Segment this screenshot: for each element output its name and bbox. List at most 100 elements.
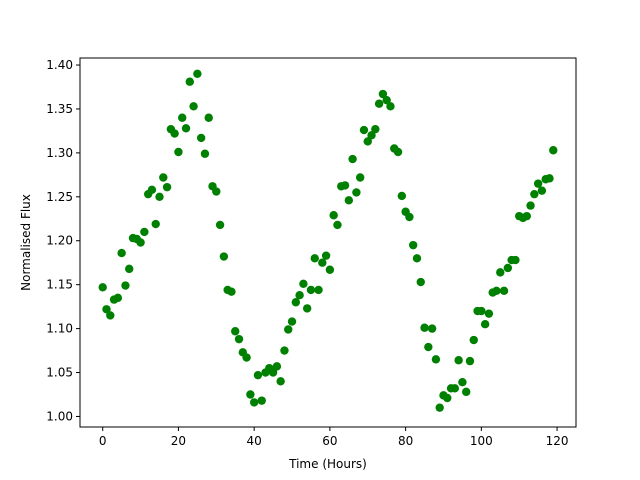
data-point: [170, 129, 179, 138]
data-point: [242, 353, 251, 362]
data-point: [219, 252, 229, 261]
data-point: [435, 403, 444, 412]
data-point: [352, 188, 361, 197]
data-point: [492, 286, 501, 296]
data-point: [280, 346, 289, 355]
data-point: [549, 146, 558, 155]
data-point: [412, 254, 422, 263]
data-point: [443, 393, 452, 403]
data-point: [196, 133, 206, 143]
data-point: [249, 398, 259, 407]
x-tick-label: 20: [171, 434, 186, 448]
data-point: [185, 77, 194, 86]
data-point: [284, 325, 293, 334]
y-tick-label: 1.35: [46, 102, 73, 116]
data-point: [181, 124, 191, 133]
data-point: [178, 113, 187, 122]
data-point: [106, 311, 115, 320]
data-point: [121, 281, 130, 290]
y-tick-label: 1.25: [46, 190, 73, 204]
data-point: [484, 309, 494, 318]
x-tick-label: 80: [398, 434, 413, 448]
data-point: [371, 124, 380, 134]
axis-ticks: 0 20 40 60 80 100 120 1.00 1.05 1.10 1.15 1.20 1.25 1…: [46, 58, 568, 448]
x-tick-label: 40: [247, 434, 262, 448]
data-point: [374, 99, 384, 108]
data-point: [302, 304, 312, 313]
data-point: [295, 291, 304, 300]
data-point: [147, 185, 157, 194]
data-point: [454, 356, 463, 365]
data-point: [231, 327, 240, 336]
data-point: [212, 187, 221, 196]
data-point: [329, 211, 338, 220]
data-point: [125, 264, 134, 274]
data-point: [102, 305, 111, 314]
data-point: [234, 334, 244, 344]
data-point: [98, 283, 107, 292]
plot-frame: [79, 57, 577, 428]
data-point: [257, 396, 266, 405]
data-point: [405, 212, 414, 222]
data-point: [503, 263, 513, 273]
data-point: [496, 268, 505, 277]
y-tick-label: 1.40: [46, 58, 73, 72]
data-point: [530, 189, 539, 199]
data-point: [427, 324, 437, 333]
data-point: [462, 387, 471, 397]
data-point: [325, 265, 335, 274]
data-point: [333, 220, 342, 230]
data-point: [272, 362, 282, 371]
data-point: [321, 251, 331, 260]
data-point: [359, 125, 369, 135]
data-point: [355, 173, 365, 182]
data-point: [200, 149, 210, 158]
data-point: [348, 154, 357, 164]
data-point: [344, 196, 354, 205]
data-point: [382, 95, 391, 105]
data-point: [424, 342, 433, 352]
x-tick-label: 60: [322, 434, 337, 448]
data-point: [140, 227, 149, 237]
data-point: [215, 220, 225, 230]
data-point: [526, 201, 535, 210]
y-tick-label: 1.20: [46, 234, 73, 248]
data-point: [306, 285, 316, 295]
data-point: [408, 240, 418, 250]
data-point: [113, 293, 123, 303]
data-point: [367, 131, 376, 140]
y-tick-label: 1.10: [46, 322, 73, 336]
y-tick-label: 1.15: [46, 278, 73, 292]
data-point: [393, 147, 403, 157]
data-point: [310, 254, 319, 263]
data-point: [151, 219, 160, 229]
y-tick-label: 1.00: [46, 409, 73, 423]
data-point: [477, 306, 486, 316]
data-point: [318, 258, 327, 267]
data-point: [204, 113, 213, 122]
data-point: [193, 69, 202, 79]
data-point: [522, 211, 531, 221]
data-point: [117, 248, 126, 258]
data-point: [420, 323, 429, 332]
data-point: [545, 174, 554, 183]
data-point: [155, 192, 164, 202]
y-tick-label: 1.30: [46, 146, 73, 160]
data-point: [340, 181, 350, 190]
data-point: [189, 102, 198, 111]
data-point: [378, 89, 388, 99]
data-point: [159, 173, 168, 182]
data-point: [162, 182, 172, 192]
data-point: [469, 335, 478, 345]
data-point: [499, 286, 509, 296]
data-point: [299, 279, 308, 288]
y-axis-label: Normalised Flux: [19, 194, 33, 291]
data-point: [136, 238, 145, 247]
x-tick-label: 0: [99, 434, 107, 448]
data-point: [480, 320, 490, 329]
data-point: [458, 377, 467, 387]
data-point: [314, 285, 323, 295]
data-point: [363, 137, 372, 146]
data-point: [450, 384, 460, 393]
